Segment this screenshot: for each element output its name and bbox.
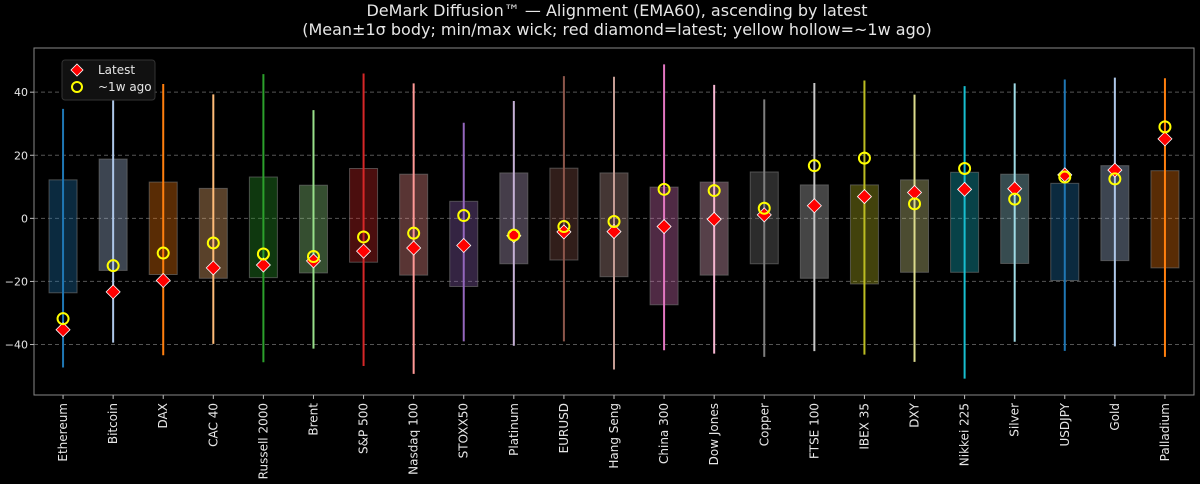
week-ago-marker [807,159,821,173]
latest-marker [1007,181,1023,197]
x-axis: Ethereum Bitcoin DAX CAC 40 Russell 2000 Bren… [56,395,1172,479]
x-tick-label: Dow Jones [707,403,721,465]
week-ago-marker [156,246,170,260]
x-tick-label: CAC 40 [206,403,220,447]
week-ago-marker [908,197,922,211]
x-tick-label: DAX [156,403,170,428]
latest-marker [906,184,923,201]
week-ago-marker [407,226,421,240]
marks [48,64,1180,379]
y-tick-label: 40 [14,86,28,99]
week-ago-marker [206,236,220,250]
x-tick-label: Bitcoin [106,403,120,444]
chart-subtitle: (Mean±1σ body; min/max wick; red diamond… [302,20,932,39]
latest-marker [856,189,872,205]
y-tick-label: 0 [21,212,28,225]
latest-marker [656,218,672,235]
latest-marker [255,257,271,273]
legend-week-ago-label: ~1w ago [98,80,152,94]
week-ago-marker [1008,192,1022,206]
week-ago-marker [507,228,521,242]
week-ago-marker [557,220,571,234]
week-ago-marker [1058,170,1072,184]
latest-marker [806,198,822,214]
chart-title: DeMark Diffusion™ — Alignment (EMA60), a… [366,1,867,20]
week-ago-marker [256,247,270,261]
latest-marker [1157,131,1173,147]
y-tick-label: 20 [14,149,28,162]
week-ago-marker [357,230,371,244]
x-tick-label: Nikkei 225 [958,403,972,466]
week-ago-marker [56,312,70,326]
x-tick-label: Ethereum [56,403,70,462]
x-tick-label: Nasdaq 100 [407,403,421,475]
x-tick-label: FTSE 100 [807,403,821,459]
x-tick-label: EURUSD [557,403,571,453]
x-tick-label: Silver [1008,403,1022,437]
latest-marker [205,260,221,276]
week-ago-marker [1158,120,1172,134]
x-tick-label: Gold [1108,403,1122,431]
legend: Latest ~1w ago [61,59,156,101]
latest-marker [606,224,622,240]
x-tick-label: S&P 500 [357,403,371,454]
legend-latest-marker [70,63,84,77]
latest-marker [356,243,372,259]
x-tick-label: USDJPY [1058,402,1072,446]
x-tick-label: DXY [908,402,922,427]
x-tick-label: Hang Seng [607,403,621,469]
week-ago-marker [306,250,320,264]
latest-marker [957,181,973,197]
x-tick-label: STOXX50 [457,403,471,458]
latest-marker [155,272,171,289]
latest-marker [456,237,472,254]
week-ago-marker [657,182,671,196]
latest-marker [105,284,121,300]
x-tick-label: IBEX 35 [857,403,871,450]
x-tick-label: China 300 [657,403,671,464]
x-tick-label: Palladium [1158,403,1172,461]
y-tick-label: −20 [5,275,28,288]
x-tick-label: Brent [306,403,320,436]
week-ago-marker [1108,172,1122,186]
x-tick-label: Russell 2000 [256,403,270,479]
week-ago-marker [106,259,120,273]
legend-week-ago-marker [71,81,83,93]
y-tick-label: −40 [5,339,28,352]
y-axis: −40 −20 0 20 40 [5,86,34,352]
week-ago-marker [707,184,721,198]
week-ago-marker [958,162,972,176]
latest-marker [706,211,722,227]
week-ago-marker [857,151,871,165]
latest-marker [406,240,422,256]
legend-latest-label: Latest [98,63,135,77]
latest-marker [55,322,71,338]
week-ago-marker [757,201,771,215]
x-tick-label: Copper [757,403,771,446]
week-ago-marker [457,209,471,223]
week-ago-marker [607,215,621,228]
x-tick-label: Platinum [507,403,521,456]
